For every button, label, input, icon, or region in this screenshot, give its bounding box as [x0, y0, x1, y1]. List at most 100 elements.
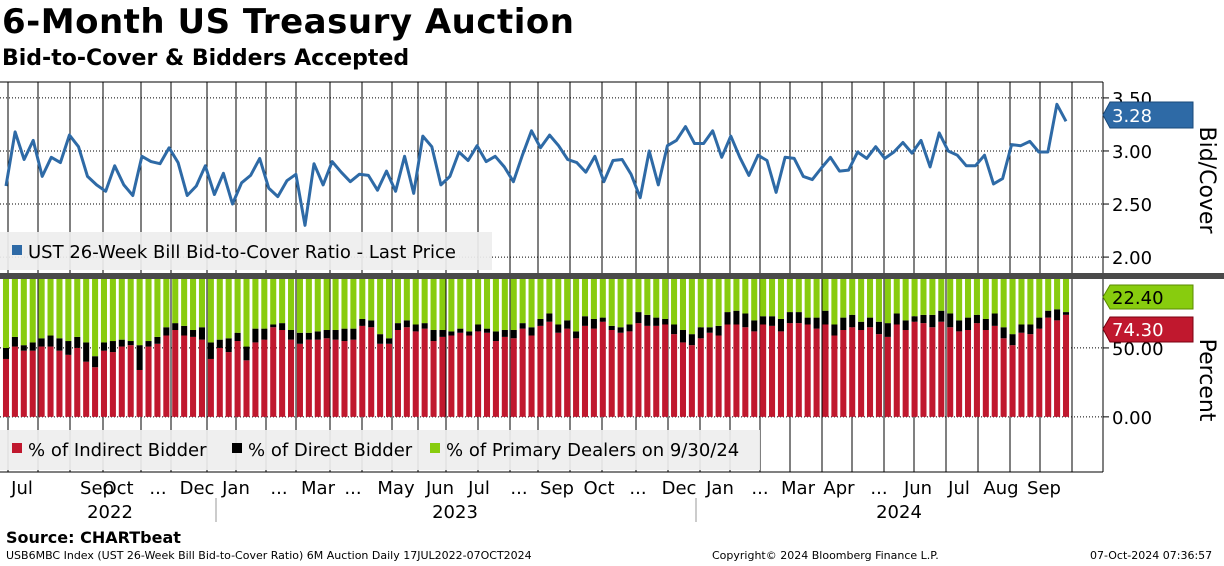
bar-indirect [644, 325, 651, 417]
y-tick-label: 2.50 [1112, 195, 1152, 216]
last-value-flag-indirect: 74.30 [1102, 316, 1194, 343]
bar-indirect [1036, 328, 1043, 417]
bar-direct [492, 331, 499, 342]
bar-indirect [439, 336, 446, 417]
bar-indirect [359, 325, 366, 417]
bar-primary [982, 279, 989, 319]
bar-primary [777, 279, 784, 319]
bar-direct [394, 323, 401, 331]
bar-primary [599, 279, 606, 318]
bar-primary [671, 279, 678, 325]
bar-primary [430, 279, 437, 331]
bar-primary [973, 279, 980, 315]
y-axis-title-percent: Percent [1194, 339, 1219, 422]
last-value-flag-primary: 22.40 [1102, 284, 1194, 310]
bar-direct [20, 345, 27, 351]
y-tick-label: 3.00 [1112, 142, 1152, 163]
bar-direct [172, 323, 179, 331]
bar-indirect [706, 332, 713, 417]
bar-direct [555, 324, 562, 333]
bar-direct [644, 314, 651, 326]
bar-primary [902, 279, 909, 321]
bar-indirect [1062, 314, 1070, 417]
bar-indirect [537, 325, 544, 417]
bar-direct [11, 336, 18, 347]
bar-primary [492, 279, 499, 332]
bar-primary [38, 279, 45, 339]
x-year-label: 2024 [876, 502, 922, 523]
bar-direct [777, 318, 784, 332]
bar-indirect [742, 327, 749, 417]
bar-direct [688, 334, 695, 346]
bar-indirect [608, 330, 615, 417]
bar-primary [626, 279, 633, 325]
bar-indirect [279, 330, 286, 417]
bar-primary [207, 279, 214, 343]
bar-direct [626, 324, 633, 332]
legend-label-direct: % of Direct Bidder [248, 440, 413, 461]
bar-primary [1054, 279, 1061, 310]
bar-primary [929, 279, 936, 315]
bar-primary [154, 279, 161, 337]
x-year-label: 2022 [87, 502, 133, 523]
bar-direct [1045, 310, 1052, 318]
bar-direct [831, 324, 838, 336]
x-tick-label: Aug [983, 478, 1018, 499]
bar-primary [475, 279, 482, 325]
bar-indirect [323, 338, 330, 417]
bar-primary [786, 279, 793, 313]
bar-direct [804, 317, 811, 325]
x-tick-label: Sep [1027, 478, 1061, 499]
bar-indirect [920, 323, 927, 417]
bar-indirect [1045, 317, 1052, 417]
bar-indirect [421, 328, 428, 417]
bar-indirect [617, 332, 624, 417]
bar-direct [252, 328, 259, 343]
x-tick-label: Dec [662, 478, 697, 499]
svg-text:3.28: 3.28 [1112, 106, 1152, 127]
legend-swatch-indirect [12, 443, 22, 453]
bar-direct [884, 323, 891, 337]
bar-indirect [1009, 345, 1016, 417]
bar-primary [270, 279, 277, 325]
bar-indirect [902, 330, 909, 417]
bar-indirect [38, 346, 45, 417]
x-tick-label: Sep [80, 478, 114, 499]
bar-primary [742, 279, 749, 314]
bar-indirect [688, 345, 695, 417]
bar-primary [394, 279, 401, 324]
bar-indirect [225, 352, 232, 417]
bar-indirect [564, 328, 571, 417]
bar-primary [92, 279, 99, 357]
x-tick-label: Jul [10, 478, 33, 499]
bar-primary [341, 279, 348, 329]
bar-indirect [555, 332, 562, 417]
bar-direct [537, 318, 544, 326]
bar-direct [929, 314, 936, 328]
x-tick-label: Jul [947, 478, 970, 499]
bar-primary [581, 279, 589, 317]
bar-indirect [858, 330, 865, 417]
timestamp: 07-Oct-2024 07:36:57 [1090, 549, 1213, 562]
bar-primary [964, 279, 972, 318]
index-info: USB6MBC Index (UST 26-Week Bill Bid-to-C… [6, 549, 532, 562]
y-tick-label: 0.00 [1112, 408, 1152, 429]
bar-primary [555, 279, 562, 325]
svg-text:74.30: 74.30 [1112, 320, 1164, 341]
bar-indirect [510, 338, 517, 417]
bar-direct [341, 328, 348, 342]
bar-primary [804, 279, 811, 318]
bar-direct [795, 312, 802, 324]
bar-indirect [982, 330, 989, 417]
bar-direct [56, 338, 63, 351]
bar-primary [261, 279, 268, 329]
bar-indirect [840, 330, 847, 417]
bar-primary [225, 279, 232, 339]
bar-primary [350, 279, 357, 329]
bar-primary [466, 279, 473, 332]
bar-primary [573, 279, 580, 332]
panel-divider[interactable] [0, 273, 1224, 279]
svg-text:22.40: 22.40 [1112, 288, 1164, 309]
bar-primary [840, 279, 847, 318]
bar-direct [590, 318, 597, 329]
